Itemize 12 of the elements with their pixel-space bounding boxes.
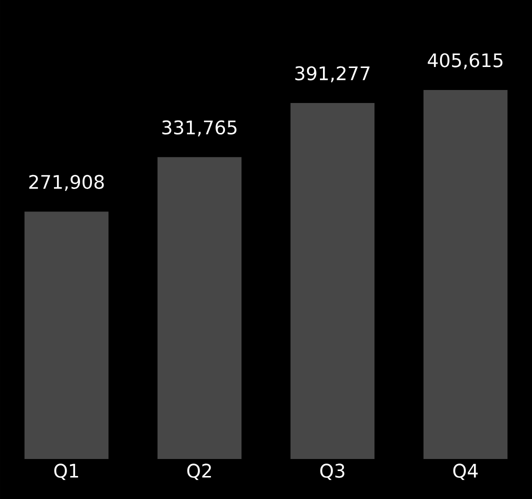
bar xyxy=(158,157,242,459)
bar xyxy=(24,212,109,459)
data-label: 331,765 xyxy=(162,120,236,136)
x-tick-label: Q1 xyxy=(54,464,78,480)
data-label: 271,908 xyxy=(29,174,104,191)
data-label: 405,615 xyxy=(428,53,502,70)
x-tick-label: Q2 xyxy=(187,464,211,480)
x-tick-label: Q3 xyxy=(320,464,344,480)
bar xyxy=(424,90,508,459)
bar xyxy=(290,102,374,459)
data-label: 391,277 xyxy=(295,66,370,82)
x-tick-label: Q4 xyxy=(453,464,478,480)
